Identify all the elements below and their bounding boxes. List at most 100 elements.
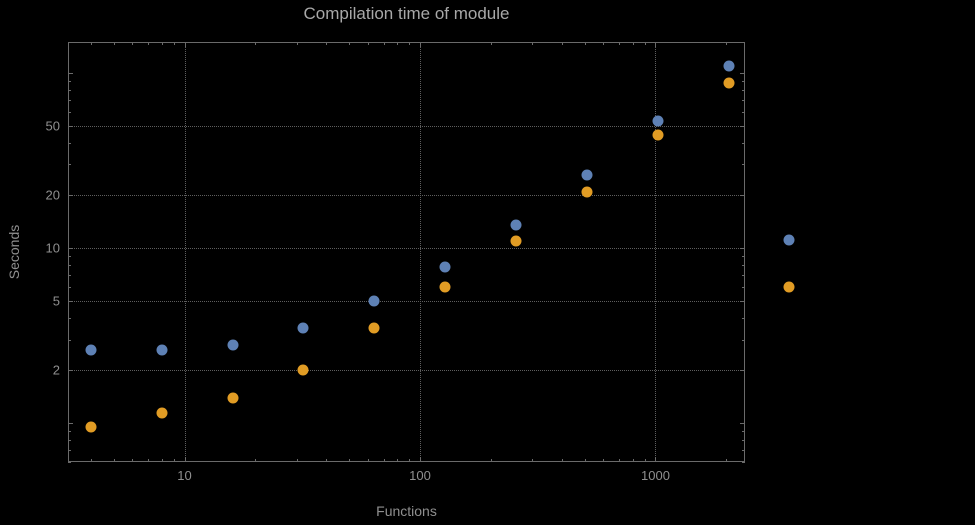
x-tick-mark — [326, 42, 328, 45]
x-tick-label: 100 — [409, 468, 431, 483]
y-tick-mark — [742, 339, 745, 341]
y-tick-mark — [740, 423, 745, 425]
x-tick-mark — [184, 42, 186, 47]
x-tick-mark — [644, 459, 646, 462]
y-tick-mark — [68, 440, 71, 442]
y-tick-mark — [68, 195, 73, 197]
data-point-series-2 — [227, 392, 239, 404]
x-tick-mark — [349, 459, 351, 462]
y-tick-mark — [68, 72, 73, 74]
gridline-horizontal — [68, 195, 745, 197]
x-tick-mark — [603, 42, 605, 45]
x-tick-mark — [603, 459, 605, 462]
x-tick-mark — [184, 457, 186, 462]
plot-area — [68, 42, 745, 462]
x-tick-label: 1000 — [641, 468, 670, 483]
x-tick-mark — [419, 457, 421, 462]
data-point-series-2 — [581, 186, 593, 198]
legend-marker-series-2 — [783, 281, 795, 293]
x-tick-mark — [148, 42, 150, 45]
x-tick-mark — [655, 457, 657, 462]
y-tick-mark — [68, 256, 71, 257]
data-point-series-1 — [368, 295, 380, 307]
data-point-series-1 — [439, 261, 451, 273]
gridline-horizontal — [68, 370, 745, 372]
x-tick-mark — [255, 459, 257, 462]
gridline-horizontal — [68, 247, 745, 249]
data-point-series-2 — [723, 77, 735, 89]
x-tick-mark — [618, 459, 620, 462]
x-tick-mark — [532, 459, 534, 462]
x-tick-mark — [113, 42, 115, 45]
chart-title: Compilation time of module — [303, 4, 510, 23]
data-point-series-1 — [227, 339, 239, 351]
y-tick-label: 20 — [45, 187, 60, 203]
x-tick-mark — [644, 42, 646, 45]
y-tick-mark — [68, 462, 71, 463]
y-tick-mark — [68, 317, 71, 319]
x-tick-mark — [726, 459, 728, 462]
data-point-series-2 — [439, 281, 451, 293]
y-tick-mark — [742, 89, 745, 91]
data-point-series-1 — [85, 344, 97, 356]
x-tick-mark — [132, 459, 134, 462]
x-tick-mark — [90, 42, 92, 45]
y-tick-mark — [740, 195, 745, 197]
y-tick-mark — [740, 125, 745, 127]
y-tick-mark — [68, 89, 71, 91]
y-tick-mark — [740, 370, 745, 372]
x-tick-mark — [632, 459, 634, 462]
y-tick-mark — [742, 431, 745, 433]
y-tick-mark — [742, 317, 745, 319]
data-point-series-1 — [652, 115, 664, 127]
y-axis-label: Seconds — [6, 224, 22, 280]
y-tick-mark — [742, 286, 745, 288]
data-point-series-2 — [85, 421, 97, 433]
y-tick-mark — [742, 450, 745, 452]
y-tick-mark — [742, 99, 745, 101]
y-tick-mark — [742, 275, 745, 277]
y-tick-mark — [68, 423, 73, 425]
x-tick-mark — [561, 42, 563, 45]
y-tick-mark — [742, 264, 745, 266]
x-tick-mark — [655, 42, 657, 47]
x-tick-mark — [349, 42, 351, 45]
data-point-series-2 — [510, 235, 522, 247]
x-tick-mark — [367, 459, 369, 462]
y-tick-label: 50 — [45, 118, 60, 134]
gridline-horizontal — [68, 300, 745, 302]
gridline-vertical — [184, 42, 186, 462]
y-tick-mark — [68, 370, 73, 372]
y-tick-mark — [742, 80, 745, 82]
data-point-series-2 — [652, 129, 664, 141]
x-tick-mark — [296, 459, 298, 462]
x-tick-mark — [161, 459, 163, 462]
x-tick-mark — [397, 42, 399, 45]
y-tick-mark — [68, 164, 71, 166]
y-tick-mark — [740, 300, 745, 302]
x-tick-mark — [490, 42, 492, 45]
y-tick-mark — [68, 431, 71, 433]
gridline-horizontal — [68, 125, 745, 127]
y-tick-label: 5 — [52, 293, 60, 309]
x-tick-mark — [132, 42, 134, 45]
x-tick-mark — [726, 42, 728, 45]
y-tick-mark — [68, 247, 73, 249]
x-tick-mark — [173, 459, 175, 462]
y-tick-mark — [742, 440, 745, 442]
x-tick-mark — [255, 42, 257, 45]
x-axis-label: Functions — [376, 503, 437, 519]
legend-marker-series-1 — [783, 234, 795, 246]
y-tick-mark — [68, 286, 71, 288]
data-point-series-1 — [581, 169, 593, 181]
data-point-series-1 — [723, 60, 735, 72]
x-tick-mark — [409, 42, 411, 45]
y-tick-mark — [740, 247, 745, 249]
data-point-series-2 — [368, 322, 380, 334]
x-tick-mark — [532, 42, 534, 45]
y-tick-mark — [68, 300, 73, 302]
gridline-vertical — [419, 42, 421, 462]
y-tick-mark — [68, 80, 71, 82]
y-tick-mark — [68, 339, 71, 341]
x-tick-mark — [90, 459, 92, 462]
